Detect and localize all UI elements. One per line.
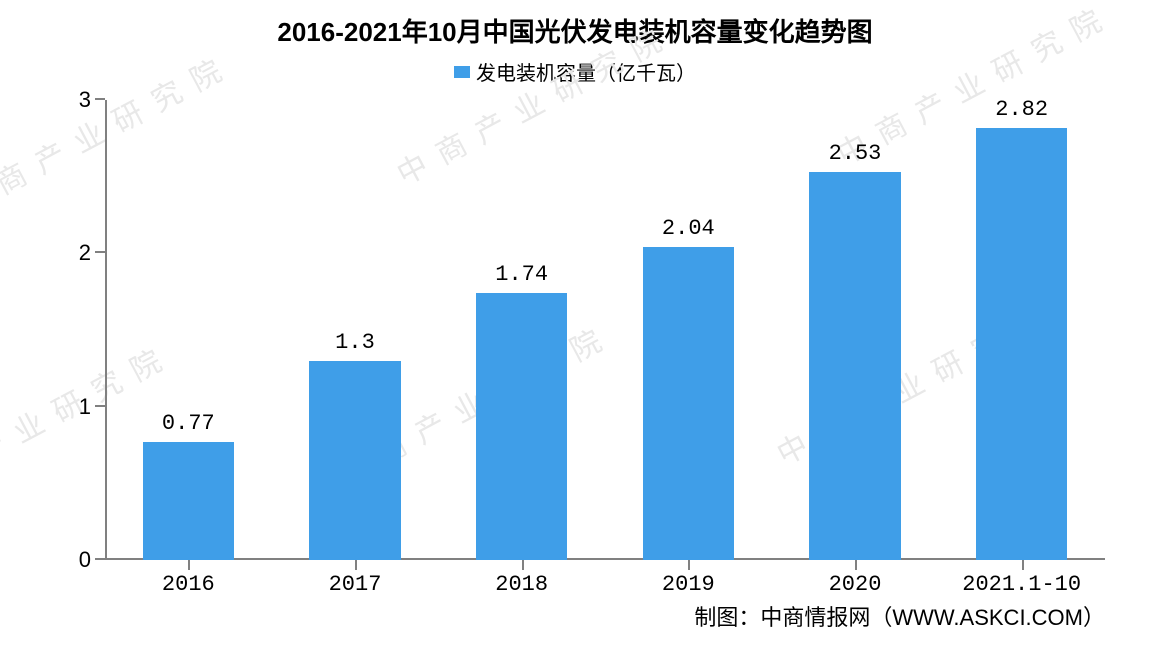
x-tick [1022, 560, 1024, 570]
legend: 发电装机容量（亿千瓦） [0, 57, 1150, 86]
bar: 2.82 [976, 128, 1068, 560]
bar: 1.3 [309, 361, 401, 560]
y-tick [95, 558, 105, 560]
x-tick [522, 560, 524, 570]
chart-credit: 制图：中商情报网（WWW.ASKCI.COM） [694, 600, 1105, 632]
x-tick [855, 560, 857, 570]
bar-value-label: 0.77 [162, 411, 215, 436]
bar: 1.74 [476, 293, 568, 560]
legend-item: 发电装机容量（亿千瓦） [454, 57, 696, 86]
bar-value-label: 1.3 [335, 330, 375, 355]
plot-area: 0123 0.771.31.742.042.532.82 20162017201… [105, 100, 1105, 560]
x-tick [355, 560, 357, 570]
bar: 2.04 [643, 247, 735, 560]
x-axis-label: 2020 [829, 572, 882, 597]
bar: 2.53 [809, 172, 901, 560]
y-axis-label: 0 [79, 547, 91, 573]
bar-value-label: 2.53 [829, 141, 882, 166]
chart-container: 中商产业研究院 中商产业研究院 中商产业研究院 中商产业研究院 中商产业研究院 … [0, 0, 1150, 650]
y-axis-label: 2 [79, 240, 91, 266]
x-axis-line [105, 558, 1105, 560]
x-axis-label: 2021.1-10 [962, 572, 1081, 597]
legend-label: 发电装机容量（亿千瓦） [476, 57, 696, 86]
chart-title: 2016-2021年10月中国光伏发电装机容量变化趋势图 [0, 0, 1150, 49]
y-tick [95, 98, 105, 100]
bar-value-label: 2.04 [662, 216, 715, 241]
x-axis-label: 2016 [162, 572, 215, 597]
x-tick [688, 560, 690, 570]
legend-swatch [454, 66, 470, 78]
x-tick [188, 560, 190, 570]
y-tick [95, 251, 105, 253]
bar: 0.77 [143, 442, 235, 560]
bar-value-label: 1.74 [495, 262, 548, 287]
x-axis-label: 2017 [329, 572, 382, 597]
y-tick [95, 405, 105, 407]
y-axis-label: 1 [79, 394, 91, 420]
x-axis-label: 2019 [662, 572, 715, 597]
y-axis-line [105, 100, 107, 560]
bar-value-label: 2.82 [995, 97, 1048, 122]
y-axis-label: 3 [79, 87, 91, 113]
x-axis-label: 2018 [495, 572, 548, 597]
